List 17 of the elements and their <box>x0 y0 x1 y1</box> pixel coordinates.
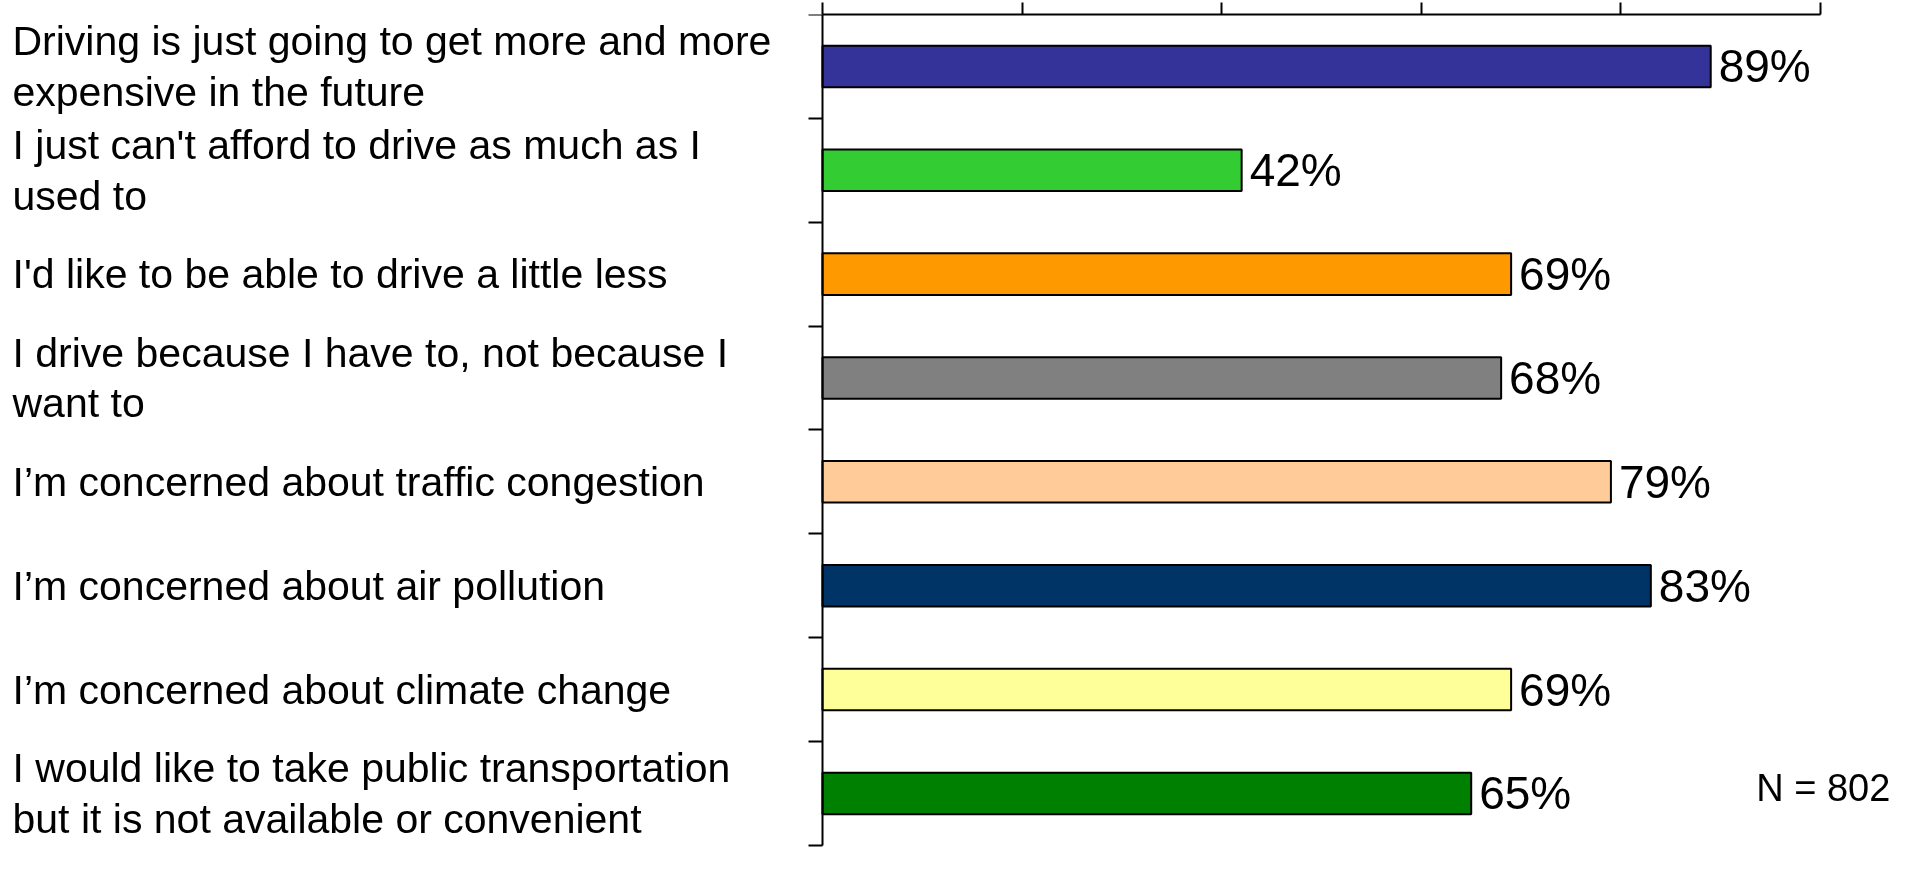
data-label: 79% <box>1618 455 1711 508</box>
data-label: 69% <box>1519 663 1612 716</box>
data-label: 83% <box>1658 559 1751 612</box>
y-tick-label: Driving is just going to get more and more expensive in the future <box>12 18 772 115</box>
data-label: 89% <box>1718 40 1811 93</box>
y-tick-label: I drive because I have to, not because I want to <box>11 329 729 427</box>
data-label: 42% <box>1249 144 1342 197</box>
data-label: 65% <box>1479 767 1572 820</box>
annotation: N = 802 <box>1756 767 1891 810</box>
y-tick-label: I’m concerned about traffic congestion <box>12 458 705 505</box>
y-tick-label: I’m concerned about climate change <box>12 666 672 713</box>
data-label: 68% <box>1509 351 1602 404</box>
y-tick-label: I’m concerned about air pollution <box>12 562 606 609</box>
y-tick-label: I just can't afford to drive as much as I used to <box>12 121 701 219</box>
y-tick-label: I would like to take public transportation but it is not available or convenient <box>12 745 731 842</box>
data-label: 69% <box>1519 248 1612 301</box>
y-tick-label: I'd like to be able to drive a little less <box>12 251 668 298</box>
